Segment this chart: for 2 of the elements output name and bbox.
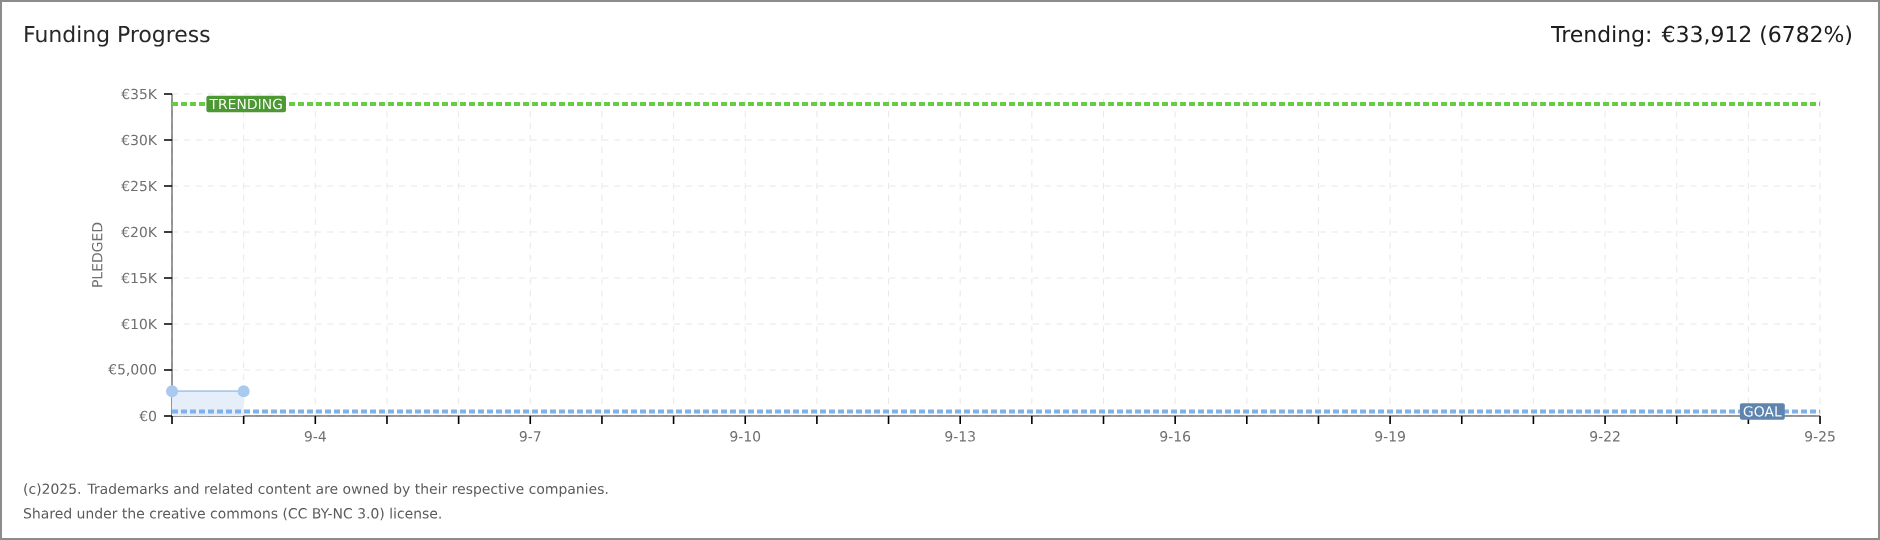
text: Trending: €33,912 (6782%) xyxy=(1551,25,1852,47)
chart-title: Funding Progress xyxy=(25,25,210,47)
